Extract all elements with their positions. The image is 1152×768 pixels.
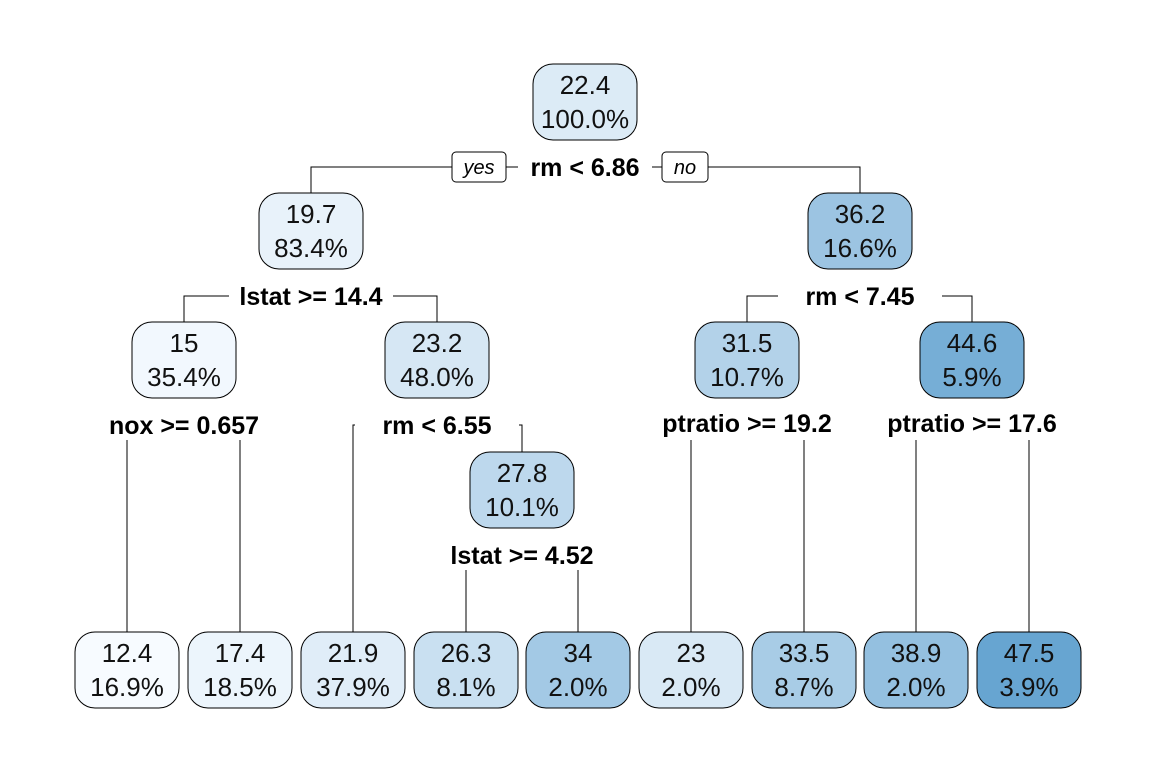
tree-edge: [183, 295, 438, 322]
split-label: ptratio >= 17.6: [887, 410, 1057, 438]
node-box: [807, 192, 913, 270]
node-box: [469, 451, 575, 529]
tree-node: 23.2 48.0%: [384, 321, 490, 399]
node-percent: 83.4%: [274, 233, 348, 263]
tree-nodes: 22.4 100.0% 19.7 83.4% 36.2 16.6% 15 35.4% 23.2 4…: [74, 63, 1082, 709]
node-percent: 2.0%: [661, 672, 720, 702]
leaf-node: 26.3 8.1%: [413, 631, 519, 709]
node-box: [751, 631, 857, 709]
node-percent: 16.6%: [823, 233, 897, 263]
tree-node: 44.6 5.9%: [919, 321, 1025, 399]
node-value: 26.3: [441, 638, 492, 668]
node-value: 22.4: [560, 70, 611, 100]
split-label: rm < 6.55: [382, 412, 491, 440]
node-box: [694, 321, 800, 399]
node-percent: 10.7%: [710, 362, 784, 392]
split-label: rm < 6.86: [530, 154, 639, 182]
tree-edge: [465, 570, 579, 632]
tree-node: 15 35.4%: [131, 321, 237, 399]
node-value: 12.4: [102, 638, 153, 668]
node-box: [532, 63, 638, 141]
leaf-node: 33.5 8.7%: [751, 631, 857, 709]
yes-label-box: [451, 151, 507, 183]
tree-node: 36.2 16.6%: [807, 192, 913, 270]
tree-node: 27.8 10.1%: [469, 451, 575, 529]
tree-node: 31.5 10.7%: [694, 321, 800, 399]
node-value: 17.4: [215, 638, 266, 668]
node-box: [74, 631, 180, 709]
node-box: [863, 631, 969, 709]
node-percent: 8.1%: [436, 672, 495, 702]
leaf-node: 38.9 2.0%: [863, 631, 969, 709]
node-percent: 2.0%: [548, 672, 607, 702]
node-box: [525, 631, 631, 709]
node-percent: 48.0%: [400, 362, 474, 392]
node-percent: 8.7%: [774, 672, 833, 702]
node-percent: 16.9%: [90, 672, 164, 702]
leaf-node: 21.9 37.9%: [300, 631, 406, 709]
tree-edge: [352, 424, 523, 632]
tree-edges: yes no: [126, 151, 1030, 632]
node-percent: 2.0%: [886, 672, 945, 702]
node-value: 47.5: [1004, 638, 1055, 668]
node-box: [638, 631, 744, 709]
node-percent: 37.9%: [316, 672, 390, 702]
node-value: 34: [564, 638, 593, 668]
node-value: 44.6: [947, 328, 998, 358]
tree-edge: [746, 295, 973, 322]
node-box: [131, 321, 237, 399]
node-value: 38.9: [891, 638, 942, 668]
no-label: no: [674, 157, 696, 179]
leaf-node: 34 2.0%: [525, 631, 631, 709]
tree-edge: [126, 440, 241, 632]
node-value: 23.2: [412, 328, 463, 358]
node-percent: 18.5%: [203, 672, 277, 702]
tree-edge: [690, 440, 805, 632]
node-value: 36.2: [835, 199, 886, 229]
node-value: 21.9: [328, 638, 379, 668]
split-label: nox >= 0.657: [109, 412, 259, 440]
split-label: rm < 7.45: [805, 283, 914, 311]
node-box: [919, 321, 1025, 399]
no-label-box: [661, 151, 709, 183]
leaf-node: 23 2.0%: [638, 631, 744, 709]
node-percent: 3.9%: [999, 672, 1058, 702]
node-percent: 35.4%: [147, 362, 221, 392]
node-percent: 10.1%: [485, 492, 559, 522]
node-box: [258, 192, 364, 270]
tree-splits: rm < 6.86 lstat >= 14.4 rm < 7.45 nox >= 0.…: [109, 154, 1057, 570]
node-box: [976, 631, 1082, 709]
node-box: [413, 631, 519, 709]
node-box: [384, 321, 490, 399]
split-label: ptratio >= 19.2: [662, 410, 832, 438]
node-value: 19.7: [286, 199, 337, 229]
node-percent: 100.0%: [541, 104, 629, 134]
leaf-node: 17.4 18.5%: [187, 631, 293, 709]
node-value: 23: [677, 638, 706, 668]
split-label: lstat >= 4.52: [450, 542, 593, 570]
tree-node: 19.7 83.4%: [258, 192, 364, 270]
tree-node: 22.4 100.0%: [532, 63, 638, 141]
leaf-node: 47.5 3.9%: [976, 631, 1082, 709]
yes-label: yes: [461, 157, 494, 179]
tree-edge: [310, 166, 861, 193]
node-value: 15: [170, 328, 199, 358]
node-box: [187, 631, 293, 709]
tree-edge: [915, 440, 1030, 632]
node-value: 31.5: [722, 328, 773, 358]
node-box: [300, 631, 406, 709]
split-label: lstat >= 14.4: [239, 283, 382, 311]
node-value: 27.8: [497, 458, 548, 488]
leaf-node: 12.4 16.9%: [74, 631, 180, 709]
node-percent: 5.9%: [942, 362, 1001, 392]
node-value: 33.5: [779, 638, 830, 668]
